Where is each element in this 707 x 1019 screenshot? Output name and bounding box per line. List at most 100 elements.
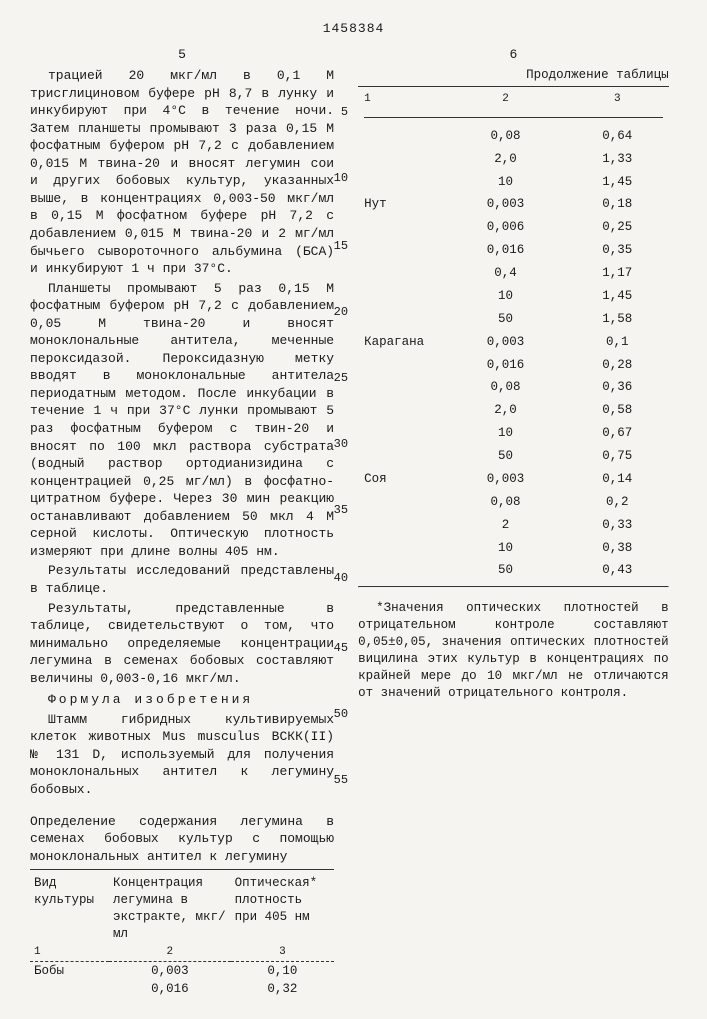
table-row: 100,67 bbox=[358, 422, 669, 445]
table-cell bbox=[358, 216, 445, 239]
left-page-number: 5 bbox=[30, 46, 334, 64]
table-header-row: Вид культуры Концентрация легумина в экс… bbox=[30, 874, 334, 944]
table-cell: 0,003 bbox=[445, 331, 566, 354]
col-num: 2 bbox=[109, 944, 231, 961]
table-cell: 0,25 bbox=[566, 216, 669, 239]
table-row: Соя0,0030,14 bbox=[358, 468, 669, 491]
table-row: 20,33 bbox=[358, 514, 669, 537]
table-cell: 0,016 bbox=[109, 980, 231, 999]
table-cell: 2,0 bbox=[445, 399, 566, 422]
table-row: 0,0160,28 bbox=[358, 354, 669, 377]
table-bottom-rule bbox=[358, 586, 669, 588]
formula-title: Формула изобретения bbox=[30, 691, 334, 709]
table-cell: 10 bbox=[445, 285, 566, 308]
table-cell bbox=[358, 445, 445, 468]
para-2: Планшеты промывают 5 раз 0,15 М фосфатны… bbox=[30, 280, 334, 561]
table-cell bbox=[30, 980, 109, 999]
para-3: Результаты исследований представлены в т… bbox=[30, 562, 334, 597]
line-number: 50 bbox=[334, 706, 348, 722]
page-columns: 5 трацией 20 мкг/мл в 0,1 М трисглицинов… bbox=[30, 46, 677, 1000]
table-cell: 0,43 bbox=[566, 559, 669, 582]
table-cell: 0,67 bbox=[566, 422, 669, 445]
footnote: *Значения оптических плотностей в отрица… bbox=[358, 600, 669, 701]
table-row: 500,75 bbox=[358, 445, 669, 468]
table-row: 500,43 bbox=[358, 559, 669, 582]
table-cell bbox=[358, 148, 445, 171]
line-number: 55 bbox=[334, 772, 348, 788]
table-cell: 0,2 bbox=[566, 491, 669, 514]
table-cell: 0,32 bbox=[231, 980, 334, 999]
table-cell bbox=[358, 171, 445, 194]
table-caption: Определение содержания легумина в семена… bbox=[30, 813, 334, 866]
table-cell: 0,64 bbox=[566, 125, 669, 148]
table-cell: 0,4 bbox=[445, 262, 566, 285]
table-cell: 0,38 bbox=[566, 537, 669, 560]
table-cell bbox=[358, 285, 445, 308]
table-cell: 1,45 bbox=[566, 171, 669, 194]
table-cell: 0,35 bbox=[566, 239, 669, 262]
table-row: Нут0,0030,18 bbox=[358, 193, 669, 216]
line-number: 10 bbox=[334, 170, 348, 186]
table-cell bbox=[358, 308, 445, 331]
continuation-label: Продолжение таблицы bbox=[358, 67, 669, 87]
document-number: 1458384 bbox=[30, 20, 677, 38]
table-cell bbox=[358, 491, 445, 514]
table-cell: 0,58 bbox=[566, 399, 669, 422]
table-top-rule bbox=[30, 869, 334, 870]
table-colnum-row: 1 2 3 bbox=[30, 944, 334, 961]
table-cell: 50 bbox=[445, 445, 566, 468]
table-cell: 10 bbox=[445, 537, 566, 560]
table-row: Бобы 0,003 0,10 bbox=[30, 961, 334, 980]
table-cell bbox=[358, 125, 445, 148]
table-cell: Карагана bbox=[358, 331, 445, 354]
line-number: 25 bbox=[334, 370, 348, 386]
col-num: 3 bbox=[231, 944, 334, 961]
table-cell bbox=[358, 354, 445, 377]
table-cell: 0,14 bbox=[566, 468, 669, 491]
table-row: 0,080,36 bbox=[358, 376, 669, 399]
table-header: Концентрация легумина в экстракте, мкг/м… bbox=[109, 874, 231, 944]
table-row: 501,58 bbox=[358, 308, 669, 331]
table-cell: 0,003 bbox=[109, 961, 231, 980]
line-number: 35 bbox=[334, 502, 348, 518]
para-5: Штамм гибридных культивируемых клеток жи… bbox=[30, 711, 334, 799]
table-row: 0,0060,25 bbox=[358, 216, 669, 239]
table-cell: 0,75 bbox=[566, 445, 669, 468]
line-number: 40 bbox=[334, 570, 348, 586]
table-row: 0,080,2 bbox=[358, 491, 669, 514]
table-row: 0,41,17 bbox=[358, 262, 669, 285]
para-1: трацией 20 мкг/мл в 0,1 М трисглициновом… bbox=[30, 67, 334, 278]
table-cell bbox=[358, 262, 445, 285]
table-cell: 0,006 bbox=[445, 216, 566, 239]
table-cell bbox=[358, 376, 445, 399]
table-cell: 10 bbox=[445, 171, 566, 194]
right-column: 6 Продолжение таблицы 1 2 3 0,080,642,01… bbox=[358, 46, 669, 1000]
table-row: 0,0160,35 bbox=[358, 239, 669, 262]
table-colnum-row: 1 2 3 bbox=[358, 89, 669, 110]
table-cell: 1,58 bbox=[566, 308, 669, 331]
table-cell bbox=[358, 537, 445, 560]
line-number: 5 bbox=[341, 104, 348, 120]
para-4: Результаты, представленные в таблице, св… bbox=[30, 600, 334, 688]
table-cell: 0,33 bbox=[566, 514, 669, 537]
table-cell bbox=[358, 559, 445, 582]
table-cell: 1,45 bbox=[566, 285, 669, 308]
table-cell: 2,0 bbox=[445, 148, 566, 171]
table-header: Вид культуры bbox=[30, 874, 109, 944]
table-row: 100,38 bbox=[358, 537, 669, 560]
table-row: 2,00,58 bbox=[358, 399, 669, 422]
table-row: 2,01,33 bbox=[358, 148, 669, 171]
table-cell: 0,18 bbox=[566, 193, 669, 216]
table-cell: 0,08 bbox=[445, 376, 566, 399]
table-header: Оптическая* плотность при 405 нм bbox=[231, 874, 334, 944]
table-cell: Нут bbox=[358, 193, 445, 216]
line-number: 20 bbox=[334, 304, 348, 320]
table-cell bbox=[358, 239, 445, 262]
table-cell: 10 bbox=[445, 422, 566, 445]
table-row: Карагана0,0030,1 bbox=[358, 331, 669, 354]
table-cell: 0,10 bbox=[231, 961, 334, 980]
table-cell bbox=[358, 422, 445, 445]
table-cell: 1,17 bbox=[566, 262, 669, 285]
col-num: 1 bbox=[358, 89, 445, 110]
table-cell: 0,08 bbox=[445, 125, 566, 148]
